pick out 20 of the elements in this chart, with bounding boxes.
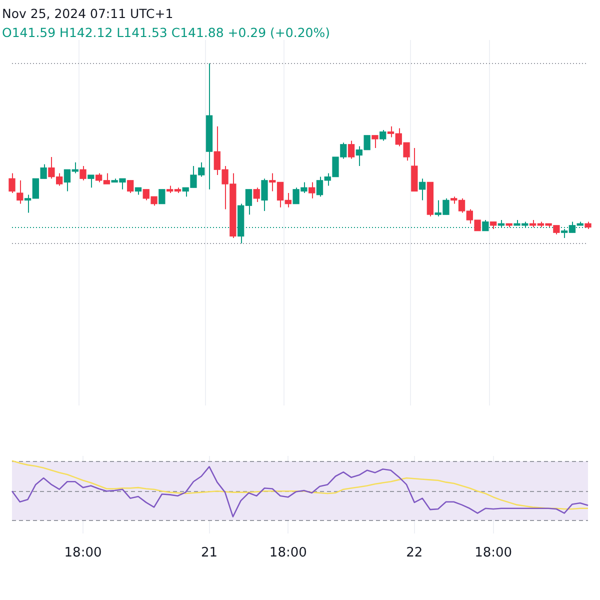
x-tick-label: 18:00 bbox=[269, 546, 307, 561]
candlestick bbox=[348, 140, 355, 160]
candlestick bbox=[16, 180, 24, 204]
candlestick bbox=[127, 180, 134, 194]
candlestick bbox=[418, 178, 426, 201]
text: O141.59 H142.12 L141.53 C141.88 +0.29 (+0.20%) bbox=[2, 24, 330, 42]
x-tick-label: 21 bbox=[200, 546, 218, 561]
candlestick bbox=[158, 188, 166, 204]
x-tick-label: 22 bbox=[406, 546, 423, 561]
candlestick bbox=[380, 130, 386, 142]
candlestick bbox=[253, 187, 260, 202]
candlestick bbox=[261, 178, 268, 212]
candlestick bbox=[88, 174, 94, 188]
candlestick bbox=[308, 182, 316, 199]
candlestick bbox=[80, 166, 86, 181]
text: Nov 25, 2024 07:11 UTC+1 bbox=[2, 5, 174, 23]
candlestick bbox=[8, 172, 16, 194]
candlestick bbox=[372, 134, 378, 148]
x-tick-label: 18:00 bbox=[474, 546, 512, 561]
x-tick-label: 18:00 bbox=[64, 546, 102, 561]
